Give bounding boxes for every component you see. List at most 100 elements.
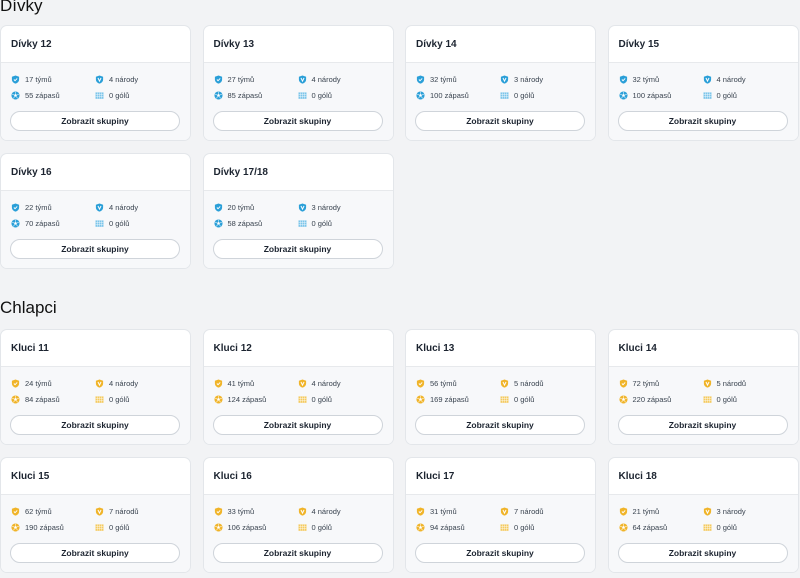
goal-net-icon (95, 219, 109, 228)
matches-stat: 85 zápasů (213, 89, 298, 101)
goals-stat: 0 gólů (702, 89, 787, 101)
teams-stat: 56 týmů (416, 377, 500, 389)
badge-v-icon (703, 74, 717, 84)
soccer-ball-icon (213, 218, 228, 228)
soccer-ball-icon (416, 90, 430, 100)
goals-count: 0 gólů (109, 90, 130, 100)
show-groups-button[interactable]: Zobrazit skupiny (212, 239, 383, 259)
nations-count: 4 národy (311, 506, 341, 516)
badge-v-icon (703, 378, 717, 388)
teams-stat: 17 týmů (11, 73, 95, 85)
show-groups-button[interactable]: Zobrazit skupiny (617, 111, 788, 131)
show-groups-button[interactable]: Zobrazit skupiny (617, 415, 788, 435)
nations-count: 4 národy (109, 202, 139, 212)
nations-stat: 4 národy (95, 201, 179, 213)
category-stats-panel: 21 týmů 3 národy 64 zápasů 0 gólů Zobrazit s… (608, 495, 798, 572)
teams-count: 56 týmů (430, 378, 457, 388)
category-title: Dívky 16 (1, 154, 190, 191)
nations-stat: 7 národů (500, 505, 584, 517)
goals-count: 0 gólů (716, 90, 737, 100)
show-groups-button[interactable]: Zobrazit skupiny (212, 415, 383, 435)
show-groups-button[interactable]: Zobrazit skupiny (212, 543, 383, 563)
badge-v-icon (298, 506, 312, 516)
teams-count: 41 týmů (227, 378, 255, 388)
section-title-divky: Dívky (0, 0, 43, 15)
category-card: Kluci 12 41 týmů 4 národy 124 zápasů 0 gólů Z… (202, 329, 394, 445)
teams-stat: 22 týmů (11, 201, 95, 213)
matches-count: 70 zápasů (25, 218, 60, 228)
teams-count: 21 týmů (632, 506, 660, 516)
goals-count: 0 gólů (109, 522, 130, 532)
matches-stat: 55 zápasů (11, 89, 95, 101)
category-title: Kluci 16 (203, 458, 393, 495)
matches-stat: 100 zápasů (416, 89, 500, 101)
category-card: Dívky 16 22 týmů 4 národy 70 zápasů 0 gólů Zo… (0, 153, 191, 269)
teams-count: 32 týmů (430, 74, 457, 84)
nations-count: 7 národů (109, 506, 139, 516)
nations-stat: 5 národů (500, 377, 584, 389)
category-card: Kluci 13 56 týmů 5 národů 169 zápasů 0 gólů Z… (405, 329, 596, 445)
category-title: Dívky 17/18 (203, 154, 393, 191)
matches-stat: 220 zápasů (618, 393, 703, 405)
shield-check-icon (416, 506, 430, 516)
goal-net-icon (702, 523, 717, 532)
category-stats-panel: 20 týmů 3 národy 58 zápasů 0 gólů Zobrazit s… (203, 191, 393, 268)
goal-net-icon (297, 395, 312, 404)
badge-v-icon (95, 506, 109, 516)
nations-count: 7 národů (514, 506, 544, 516)
goals-count: 0 gólů (716, 522, 737, 532)
teams-count: 62 týmů (25, 506, 52, 516)
category-card: Kluci 11 24 týmů 4 národy 84 zápasů 0 gólů Zo… (0, 329, 191, 445)
goals-stat: 0 gólů (95, 217, 179, 229)
category-stats-panel: 22 týmů 4 národy 70 zápasů 0 gólů Zobrazit s… (1, 191, 190, 268)
category-title: Dívky 14 (406, 26, 595, 63)
chlapci-category-grid: Kluci 11 24 týmů 4 národy 84 zápasů 0 gólů Zo… (0, 329, 800, 573)
show-groups-button[interactable]: Zobrazit skupiny (617, 543, 788, 563)
matches-count: 58 zápasů (227, 218, 263, 228)
show-groups-button[interactable]: Zobrazit skupiny (415, 543, 585, 563)
category-title: Dívky 13 (203, 26, 393, 63)
matches-count: 55 zápasů (25, 90, 60, 100)
soccer-ball-icon (618, 522, 633, 532)
soccer-ball-icon (11, 394, 25, 404)
matches-stat: 169 zápasů (416, 393, 500, 405)
matches-stat: 124 zápasů (213, 393, 298, 405)
teams-count: 24 týmů (25, 378, 52, 388)
teams-stat: 33 týmů (214, 505, 298, 517)
show-groups-button[interactable]: Zobrazit skupiny (10, 111, 180, 131)
goals-stat: 0 gólů (297, 217, 382, 229)
category-title: Dívky 12 (1, 26, 190, 63)
show-groups-button[interactable]: Zobrazit skupiny (10, 415, 180, 435)
goals-stat: 0 gólů (702, 393, 787, 405)
shield-check-icon (619, 506, 633, 516)
category-card: Kluci 18 21 týmů 3 národy 64 zápasů 0 gólů Zo… (607, 457, 799, 573)
goals-stat: 0 gólů (95, 89, 179, 101)
category-card: Dívky 14 32 týmů 3 národy 100 zápasů 0 gólů Z… (405, 25, 596, 141)
goal-net-icon (500, 523, 514, 532)
goals-count: 0 gólů (716, 394, 737, 404)
show-groups-button[interactable]: Zobrazit skupiny (415, 111, 585, 131)
show-groups-button[interactable]: Zobrazit skupiny (212, 111, 383, 131)
goal-net-icon (95, 523, 109, 532)
badge-v-icon (500, 378, 514, 388)
goals-count: 0 gólů (311, 522, 332, 532)
category-stats-panel: 32 týmů 3 národy 100 zápasů 0 gólů Zobrazit … (406, 63, 595, 140)
category-stats-panel: 33 týmů 4 národy 106 zápasů 0 gólů Zobrazit … (203, 495, 393, 572)
teams-count: 22 týmů (25, 202, 52, 212)
category-title: Kluci 18 (608, 458, 798, 495)
matches-count: 220 zápasů (632, 394, 672, 404)
soccer-ball-icon (416, 522, 430, 532)
goals-count: 0 gólů (109, 218, 130, 228)
matches-count: 84 zápasů (25, 394, 60, 404)
show-groups-button[interactable]: Zobrazit skupiny (10, 239, 180, 259)
show-groups-button[interactable]: Zobrazit skupiny (10, 543, 180, 563)
teams-stat: 21 týmů (619, 505, 703, 517)
soccer-ball-icon (213, 394, 228, 404)
shield-check-icon (11, 506, 25, 516)
show-groups-button[interactable]: Zobrazit skupiny (415, 415, 585, 435)
badge-v-icon (500, 506, 514, 516)
soccer-ball-icon (416, 394, 430, 404)
teams-stat: 24 týmů (11, 377, 95, 389)
badge-v-icon (703, 506, 717, 516)
goals-stat: 0 gólů (500, 393, 584, 405)
